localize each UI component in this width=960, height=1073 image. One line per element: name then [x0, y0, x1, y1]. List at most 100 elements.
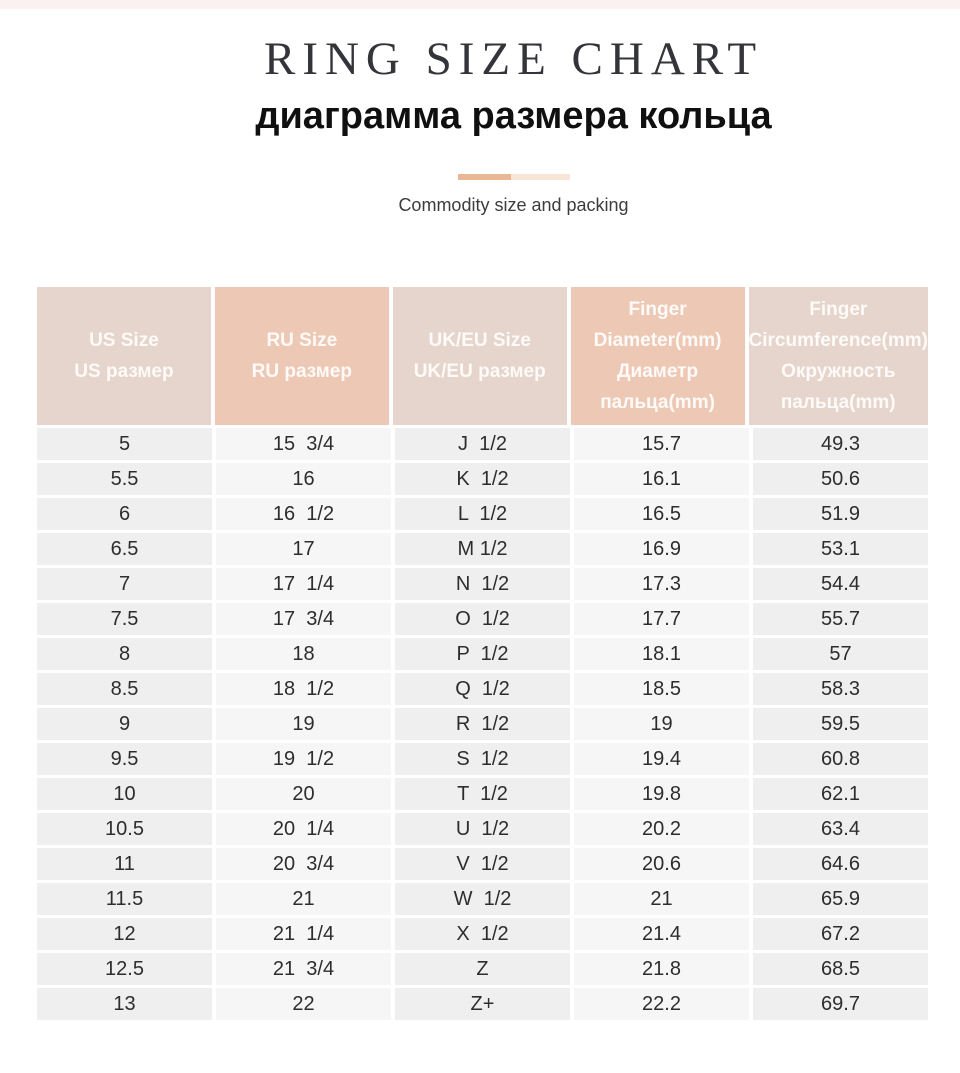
table-cell: 15 3/4 — [216, 428, 391, 460]
divider-bar — [457, 174, 570, 180]
table-row: 6.5 17 M 1/2 16.9 53.1 — [37, 533, 928, 565]
table-cell: 63.4 — [753, 813, 928, 845]
table-cell: P 1/2 — [395, 638, 570, 670]
table-cell: 21 3/4 — [216, 953, 391, 985]
table-cell: O 1/2 — [395, 603, 570, 635]
table-cell: 16.5 — [574, 498, 749, 530]
table-cell: 17 1/4 — [216, 568, 391, 600]
table-cell: 16.1 — [574, 463, 749, 495]
table-cell: 12 — [37, 918, 212, 950]
table-cell: 19.8 — [574, 778, 749, 810]
table-cell: S 1/2 — [395, 743, 570, 775]
table-cell: 20 3/4 — [216, 848, 391, 880]
header-section: RING SIZE CHART диаграмма размера кольца… — [67, 0, 960, 216]
table-cell: 15.7 — [574, 428, 749, 460]
table-cell: 69.7 — [753, 988, 928, 1020]
column-header-line: Circumference(mm) — [748, 330, 929, 351]
table-row: 9.5 19 1/2 S 1/2 19.4 60.8 — [37, 743, 928, 775]
column-header-line: Finger — [809, 299, 868, 320]
column-header: Finger Diameter(mm) Диаметр пальца(mm) — [570, 287, 745, 425]
table-row: 12 21 1/4 X 1/2 21.4 67.2 — [37, 918, 928, 950]
table-cell: 62.1 — [753, 778, 928, 810]
table-row: 5 15 3/4 J 1/2 15.7 49.3 — [37, 428, 928, 460]
table-cell: 68.5 — [753, 953, 928, 985]
table-cell: 13 — [37, 988, 212, 1020]
table-cell: 21 — [216, 883, 391, 915]
table-cell: 18 1/2 — [216, 673, 391, 705]
table-cell: 21.8 — [574, 953, 749, 985]
column-header-line: Finger — [628, 299, 687, 320]
table-cell: R 1/2 — [395, 708, 570, 740]
table-cell: 17 — [216, 533, 391, 565]
table-cell: 21 — [574, 883, 749, 915]
table-cell: 6 — [37, 498, 212, 530]
column-header-line: US Size — [89, 330, 159, 351]
table-cell: 17.7 — [574, 603, 749, 635]
table-cell: 22 — [216, 988, 391, 1020]
table-cell: T 1/2 — [395, 778, 570, 810]
table-cell: 16 — [216, 463, 391, 495]
table-cell: 51.9 — [753, 498, 928, 530]
table-cell: U 1/2 — [395, 813, 570, 845]
table-cell: Q 1/2 — [395, 673, 570, 705]
column-header-line: RU размер — [251, 361, 352, 382]
table-cell: 19 — [574, 708, 749, 740]
table-cell: M 1/2 — [395, 533, 570, 565]
table-cell: 6.5 — [37, 533, 212, 565]
table-cell: 20 — [216, 778, 391, 810]
table-cell: 17 3/4 — [216, 603, 391, 635]
table-row: 9 19 R 1/2 19 59.5 — [37, 708, 928, 740]
table-row: 6 16 1/2 L 1/2 16.5 51.9 — [37, 498, 928, 530]
table-cell: 9 — [37, 708, 212, 740]
table-cell: 64.6 — [753, 848, 928, 880]
table-cell: 19 1/2 — [216, 743, 391, 775]
table-cell: 53.1 — [753, 533, 928, 565]
table-cell: 17.3 — [574, 568, 749, 600]
table-body: 5 15 3/4 J 1/2 15.7 49.3 5.5 16 K 1/2 16.1 50.6 6 1… — [37, 428, 928, 1020]
divider-accent-segment — [457, 174, 511, 180]
table-row: 8 18 P 1/2 18.1 57 — [37, 638, 928, 670]
table-cell: N 1/2 — [395, 568, 570, 600]
table-cell: 18.1 — [574, 638, 749, 670]
table-cell: 55.7 — [753, 603, 928, 635]
table-cell: 20 1/4 — [216, 813, 391, 845]
table-cell: Z+ — [395, 988, 570, 1020]
table-row: 5.5 16 K 1/2 16.1 50.6 — [37, 463, 928, 495]
top-accent-strip — [0, 0, 960, 9]
page-title: RING SIZE CHART — [263, 33, 764, 85]
table-cell: 65.9 — [753, 883, 928, 915]
column-header-line: UK/EU размер — [413, 361, 546, 382]
ring-size-table: US Size US размер RU Size RU размер UK/EU Si… — [37, 287, 928, 1023]
table-cell: 7 — [37, 568, 212, 600]
table-cell: 16 1/2 — [216, 498, 391, 530]
table-cell: 19.4 — [574, 743, 749, 775]
table-cell: 57 — [753, 638, 928, 670]
table-cell: 54.4 — [753, 568, 928, 600]
column-header: UK/EU Size UK/EU размер — [392, 287, 567, 425]
table-cell: 20.2 — [574, 813, 749, 845]
table-row: 11 20 3/4 V 1/2 20.6 64.6 — [37, 848, 928, 880]
table-cell: J 1/2 — [395, 428, 570, 460]
table-cell: 12.5 — [37, 953, 212, 985]
table-cell: 16.9 — [574, 533, 749, 565]
table-cell: 19 — [216, 708, 391, 740]
table-cell: 18.5 — [574, 673, 749, 705]
table-cell: 59.5 — [753, 708, 928, 740]
table-row: 13 22 Z+ 22.2 69.7 — [37, 988, 928, 1020]
column-header-line: US размер — [74, 361, 174, 382]
column-header-line: пальца(mm) — [600, 392, 715, 413]
table-cell: 7.5 — [37, 603, 212, 635]
column-header-line: RU Size — [266, 330, 338, 351]
table-row: 7.5 17 3/4 O 1/2 17.7 55.7 — [37, 603, 928, 635]
table-row: 12.5 21 3/4 Z 21.8 68.5 — [37, 953, 928, 985]
table-cell: 9.5 — [37, 743, 212, 775]
table-cell: 5 — [37, 428, 212, 460]
table-row: 8.5 18 1/2 Q 1/2 18.5 58.3 — [37, 673, 928, 705]
table-cell: Z — [395, 953, 570, 985]
table-cell: 49.3 — [753, 428, 928, 460]
table-cell: 10.5 — [37, 813, 212, 845]
table-cell: 60.8 — [753, 743, 928, 775]
table-cell: 8.5 — [37, 673, 212, 705]
column-header-line: UK/EU Size — [428, 330, 531, 351]
